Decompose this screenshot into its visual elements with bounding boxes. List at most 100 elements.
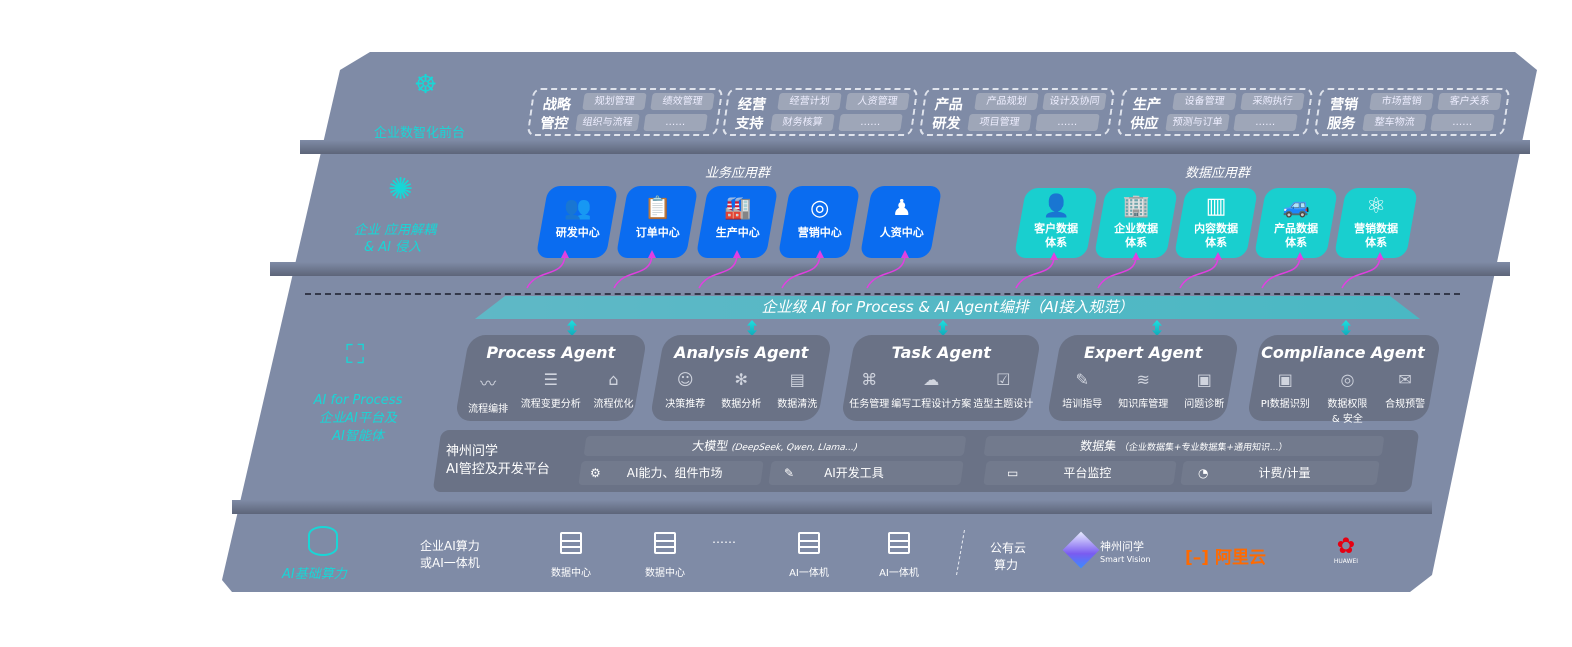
agent-capability[interactable]: ☑ 造型主题设计: [973, 370, 1034, 410]
face-scan-icon: ⛶: [346, 340, 365, 370]
capability-icon: ☺: [676, 370, 694, 389]
platform-title: 神州问学 AI管控及开发平台: [446, 444, 550, 477]
tool-ai-dev[interactable]: ✎ AI开发工具: [768, 461, 964, 485]
arrowhead-icon: [1214, 252, 1222, 260]
huawei-logo: ✿ HUAWEI: [1333, 534, 1359, 566]
agent-capability[interactable]: ◎ 数据权限 & 安全: [1327, 370, 1368, 425]
business-title: 业务应用群: [705, 166, 771, 181]
server-item: AI一体机: [874, 532, 924, 579]
capability-icon: ✉: [1398, 370, 1412, 389]
agent-card[interactable]: Process Agent 〰流程编排 ☰ 流程变更分析 ⌂ 流程优化: [454, 335, 648, 421]
connector-curve: [1097, 257, 1137, 289]
capability-icon: ◎: [1340, 370, 1355, 389]
capability-icon: ☰: [543, 370, 558, 389]
server-icon: [798, 532, 820, 554]
capability-icon: ⌂: [608, 370, 619, 389]
agent-name: Analysis Agent: [674, 343, 809, 362]
agent-capability[interactable]: ✎ 培训指导: [1062, 370, 1103, 410]
agent-capability[interactable]: ☰ 流程变更分析: [520, 370, 581, 410]
capability-icon: ⌘: [861, 370, 878, 389]
arrowhead-icon: [1050, 252, 1058, 260]
agent-capability[interactable]: ☺ 决策推荐: [665, 370, 706, 410]
agent-capability[interactable]: ▣ PI数据识别: [1260, 370, 1310, 410]
dashed-divider: [305, 293, 1460, 295]
capability-icon: ✎: [1075, 370, 1089, 389]
agent-capability[interactable]: ⌂ 流程优化: [593, 370, 634, 410]
agent-card[interactable]: Expert Agent ✎ 培训指导 ≋ 知识库管理 ▣ 问题诊断: [1046, 335, 1240, 421]
capability-icon: ☁: [923, 370, 940, 389]
data-title: 数据应用群: [1185, 166, 1251, 181]
arrowhead-icon: [1296, 252, 1304, 260]
agent-capability[interactable]: ≋ 知识库管理: [1118, 370, 1169, 410]
arrowhead-icon: [648, 250, 656, 258]
agent-card[interactable]: Task Agent ⌘ 任务管理 ☁ 编写工程设计方案 ☑ 造型主题设计: [840, 335, 1042, 421]
aliyun-logo: [–] 阿里云: [1185, 548, 1266, 568]
smart-vision-text: 神州问学 Smart Vision: [1100, 540, 1151, 564]
capability-icon: ✻: [734, 370, 748, 389]
capability-icon: ▣: [1196, 370, 1212, 389]
market-icon: ⚙: [590, 466, 601, 480]
agent-capability[interactable]: ⌘ 任务管理: [849, 370, 890, 410]
agent-capability[interactable]: ☁ 编写工程设计方案: [891, 370, 972, 410]
agent-card[interactable]: Analysis Agent ☺ 决策推荐 ✻ 数据分析 ▤ 数据清洗: [649, 335, 833, 421]
agent-capability[interactable]: ✻ 数据分析: [721, 370, 762, 410]
arrowhead-icon: [1132, 252, 1140, 260]
capability-icon: ▤: [789, 370, 805, 389]
capability-icon: 〰: [480, 374, 497, 393]
connector-curve: [526, 255, 566, 289]
layer-divider: [300, 140, 1530, 154]
sync-arrow-icon: [567, 320, 577, 336]
dataset-bar: 数据集 （企业数据集+专业数据集+通用知识...）: [983, 436, 1385, 456]
server-icon: [888, 532, 910, 554]
server-icon: [654, 532, 676, 554]
monitor-icon: ▭: [1007, 466, 1019, 480]
connector-curve: [1341, 257, 1381, 289]
arrowhead-icon: [561, 250, 569, 258]
server-item: AI一体机: [784, 532, 834, 579]
connector-curve: [1015, 257, 1055, 289]
connector-curve: [1179, 257, 1219, 289]
tool-monitor[interactable]: ▭ 平台监控: [983, 461, 1177, 485]
agent-name: Expert Agent: [1084, 343, 1203, 362]
apps-label: 企业 应用解耦 & AI 侵入: [354, 223, 437, 255]
server-item: 数据中心: [546, 532, 596, 579]
arrowhead-icon: [816, 250, 824, 258]
layer-divider: [270, 262, 1510, 276]
server-item: 数据中心: [640, 532, 690, 579]
capability-icon: ▣: [1277, 370, 1293, 389]
compute-label: AI基础算力: [282, 567, 347, 582]
arrowhead-icon: [733, 250, 741, 258]
capability-icon: ≋: [1136, 370, 1150, 389]
connector-curve: [781, 255, 821, 289]
ai-label: AI for Process 企业AI平台及 AI智能体: [313, 393, 403, 444]
agent-name: Compliance Agent: [1261, 343, 1425, 362]
layer-divider: [232, 500, 1432, 514]
connector-curve: [866, 255, 906, 289]
agent-capability[interactable]: ✉ 合规预警: [1385, 370, 1426, 410]
sync-arrow-icon: [1152, 320, 1162, 336]
tool-billing[interactable]: ◔ 计费/计量: [1180, 461, 1380, 485]
arrowhead-icon: [1376, 252, 1384, 260]
public-compute-label: 公有云 算力: [990, 541, 1027, 572]
private-compute-label: 企业AI算力 或AI一体机: [420, 539, 480, 570]
gauge-icon: ◔: [1198, 466, 1209, 480]
connector-curve: [1261, 257, 1301, 289]
molecule-icon: ✺: [388, 172, 414, 207]
agent-capability[interactable]: 〰流程编排: [468, 370, 508, 415]
database-icon: [308, 526, 338, 556]
model-bar: 大模型 (DeepSeek, Qwen, Llama...): [583, 436, 967, 456]
agent-card[interactable]: Compliance Agent ▣ PI数据识别 ◎ 数据权限 & 安全 ✉ 合规预警: [1246, 335, 1442, 425]
brain-icon: ☸: [414, 70, 438, 100]
connector-curve: [613, 255, 653, 289]
agent-capability[interactable]: ▣ 问题诊断: [1184, 370, 1225, 410]
agent-name: Process Agent: [486, 343, 616, 362]
arrowhead-icon: [901, 250, 909, 258]
front-label: 企业数智化前台: [374, 126, 466, 141]
capability-icon: ☑: [996, 370, 1011, 389]
tool-component-market[interactable]: ⚙ AI能力、组件市场: [578, 461, 764, 485]
ellipsis: ……: [712, 532, 736, 546]
server-icon: [560, 532, 582, 554]
dev-tool-icon: ✎: [784, 466, 795, 480]
agent-capability[interactable]: ▤ 数据清洗: [777, 370, 818, 410]
